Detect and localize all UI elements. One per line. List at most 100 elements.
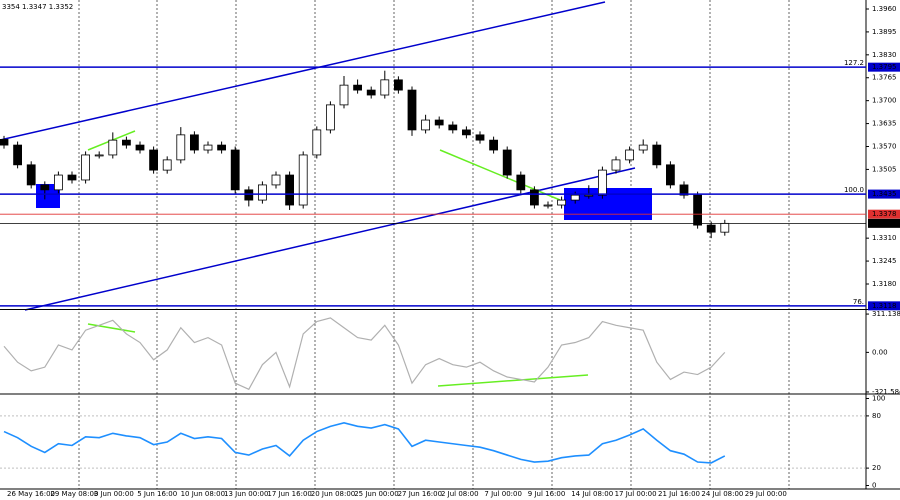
y-tick-label: 1.3700 (872, 97, 897, 105)
candle-body (230, 149, 240, 191)
candle-body (135, 144, 145, 151)
x-tick-label: 29 May 08:00 (50, 490, 98, 498)
candle-body (570, 194, 580, 201)
x-tick-label: 13 Jun 00:00 (224, 490, 268, 498)
candle-body (40, 184, 50, 191)
y-tick-label: 311.138 (872, 310, 900, 318)
y-tick-label: 80 (872, 412, 881, 420)
y-tick-label: 100 (872, 394, 885, 402)
x-tick-label: 27 Jun 16:00 (398, 490, 442, 498)
candle-body (666, 164, 675, 186)
x-tick-label: 2 Jul 08:00 (441, 490, 479, 498)
x-tick-label: 20 Jun 08:00 (311, 490, 355, 498)
candle-body (67, 174, 77, 181)
level-badge (868, 189, 900, 199)
divergence-line (437, 374, 589, 387)
level-label: 1.3352 (872, 219, 897, 227)
candle-body (189, 134, 199, 151)
level-name: 127.2 (844, 59, 864, 67)
x-tick-label: 9 Jul 16:00 (528, 490, 566, 498)
candle-body (244, 189, 254, 201)
level-name: 100.0 (844, 186, 864, 194)
x-tick-label: 21 Jul 16:00 (658, 490, 700, 498)
y-tick-label: 1.3895 (872, 28, 897, 36)
candle-body (489, 139, 499, 151)
level-label: 1.3795 (872, 63, 897, 71)
candle-body (625, 149, 634, 161)
zone-box (564, 188, 652, 220)
candle-body (448, 124, 458, 131)
candle-body (149, 149, 159, 171)
level-label: 1.3435 (872, 190, 897, 198)
x-tick-label: 5 Jun 16:00 (137, 490, 177, 498)
level-label: 1.3378 (872, 210, 897, 218)
candle-body (271, 174, 281, 186)
candle-body (393, 79, 403, 91)
divergence-line (87, 323, 136, 333)
level-badge (868, 209, 900, 219)
level-label: 1.3118 (872, 302, 897, 310)
indicator-line (3, 422, 726, 464)
divergence-line (439, 149, 561, 201)
candle-body (461, 129, 471, 136)
y-tick-label: -321.584 (872, 388, 900, 396)
candle-body (475, 134, 485, 141)
y-tick-label: 1.3245 (872, 257, 897, 265)
candle-body (530, 189, 539, 206)
candle-body (366, 89, 376, 96)
candle-body (285, 174, 295, 206)
candle-body (122, 139, 131, 146)
x-tick-label: 17 Jun 16:00 (267, 490, 311, 498)
candle-body (652, 144, 662, 166)
candle-body (298, 154, 308, 206)
y-tick-label: 1.3570 (872, 142, 897, 150)
candle-body (257, 184, 267, 201)
y-tick-label: 1.3830 (872, 51, 897, 59)
candle-body (598, 169, 607, 196)
indicator-line (3, 317, 726, 391)
candle-body (81, 154, 90, 181)
x-tick-label: 24 Jul 08:00 (701, 490, 743, 498)
y-tick-label: 1.3765 (872, 74, 897, 82)
y-tick-label: 1.3635 (872, 120, 897, 128)
candle-body (557, 199, 566, 206)
vertical-grid (78, 0, 790, 489)
level-badge (868, 218, 900, 228)
candle-body (638, 144, 648, 151)
x-tick-label: 10 Jun 08:00 (181, 490, 225, 498)
candle-body (54, 174, 63, 191)
candle-body (339, 84, 349, 106)
candle-body (679, 184, 689, 196)
y-tick-label: 20 (872, 464, 881, 472)
channel-line (0, 1, 606, 141)
candle-body (94, 154, 104, 157)
y-tick-label: 1.3505 (872, 165, 897, 173)
x-tick-label: 29 Jul 00:00 (745, 490, 787, 498)
candle-body (13, 144, 23, 166)
candle-body (693, 194, 702, 226)
candle-body (611, 159, 621, 171)
x-tick-label: 17 Jul 00:00 (615, 490, 657, 498)
level-badge (868, 62, 900, 72)
y-tick-label: 1.3180 (872, 280, 897, 288)
x-tick-label: 3 Jun 00:00 (94, 490, 134, 498)
candle-body (26, 164, 36, 186)
y-tick-label: 0.00 (872, 348, 888, 356)
candle-body (706, 224, 716, 233)
candle-body (502, 149, 512, 176)
candle-body (325, 104, 335, 131)
candle-body (353, 84, 363, 91)
y-tick-label: 1.3310 (872, 234, 897, 242)
candle-body (203, 144, 213, 151)
y-tick-label: 1.3960 (872, 5, 897, 13)
x-tick-label: 14 Jul 08:00 (571, 490, 613, 498)
x-tick-label: 7 Jul 00:00 (484, 490, 522, 498)
candle-body (162, 159, 172, 171)
candle-body (434, 119, 444, 126)
x-tick-label: 26 May 16:00 (7, 490, 55, 498)
candle-body (543, 204, 553, 207)
level-badge (868, 301, 900, 311)
candle-body (380, 79, 390, 96)
candle-body (720, 222, 730, 233)
